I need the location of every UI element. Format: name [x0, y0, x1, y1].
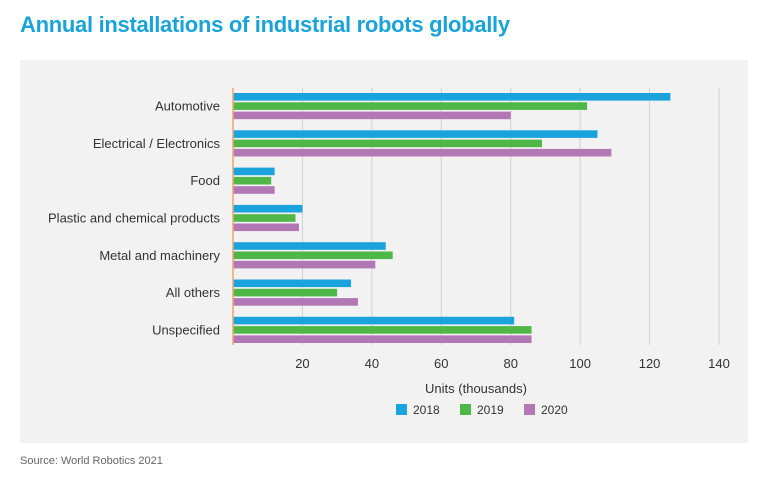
category-label-2: Food	[190, 173, 220, 188]
x-axis-label: Units (thousands)	[425, 381, 527, 396]
bar-2-2020	[233, 186, 275, 194]
bar-5-2019	[233, 288, 338, 297]
bar-1-2019	[233, 139, 542, 148]
category-label-1: Electrical / Electronics	[93, 136, 221, 151]
x-tick-label-20: 20	[295, 356, 309, 371]
x-tick-label-40: 40	[365, 356, 379, 371]
legend-swatch-2018	[396, 404, 407, 415]
category-label-4: Metal and machinery	[99, 248, 220, 263]
source-note: Source: World Robotics 2021	[20, 455, 163, 467]
bar-3-2020	[233, 223, 299, 232]
bar-6-2018	[233, 316, 515, 325]
bar-3-2018	[233, 204, 303, 213]
category-labels: Automotive Electrical / Electronics Food Pl…	[48, 99, 220, 338]
bar-5-2020	[233, 298, 358, 306]
category-label-6: Unspecified	[152, 322, 220, 337]
bar-0-2019	[233, 102, 588, 110]
bar-4-2020	[233, 260, 376, 269]
tick-labels: 20 40 60 80 100 120 140	[295, 356, 730, 371]
bar-2-2018	[233, 167, 275, 176]
bar-6-2019	[233, 326, 532, 334]
legend-swatch-2020	[524, 404, 535, 415]
bars	[233, 93, 671, 343]
chart-panel: Automotive Electrical / Electronics Food Pl…	[20, 60, 748, 443]
x-tick-label-120: 120	[639, 356, 661, 371]
bar-6-2020	[233, 335, 532, 343]
bar-1-2020	[233, 148, 612, 157]
legend-swatch-2019	[460, 404, 471, 415]
bar-4-2018	[233, 242, 386, 250]
legend-label-2018: 2018	[413, 403, 440, 417]
x-tick-label-80: 80	[503, 356, 517, 371]
x-tick-label-60: 60	[434, 356, 448, 371]
bar-2-2019	[233, 176, 272, 185]
x-tick-label-140: 140	[708, 356, 730, 371]
category-label-3: Plastic and chemical products	[48, 211, 220, 226]
bar-4-2019	[233, 251, 393, 260]
bar-0-2020	[233, 111, 511, 120]
bar-3-2019	[233, 214, 296, 222]
legend: 2018 2019 2020	[396, 403, 568, 417]
bar-1-2018	[233, 130, 598, 138]
category-label-0: Automotive	[155, 99, 220, 114]
gridlines	[301, 88, 720, 345]
chart-title: Annual installations of industrial robot…	[20, 12, 510, 37]
bar-5-2018	[233, 279, 352, 288]
legend-label-2019: 2019	[477, 403, 504, 417]
bar-0-2018	[233, 93, 671, 101]
category-label-5: All others	[166, 285, 221, 300]
legend-label-2020: 2020	[541, 403, 568, 417]
x-tick-label-100: 100	[569, 356, 591, 371]
bar-chart: Automotive Electrical / Electronics Food Pl…	[48, 88, 730, 417]
